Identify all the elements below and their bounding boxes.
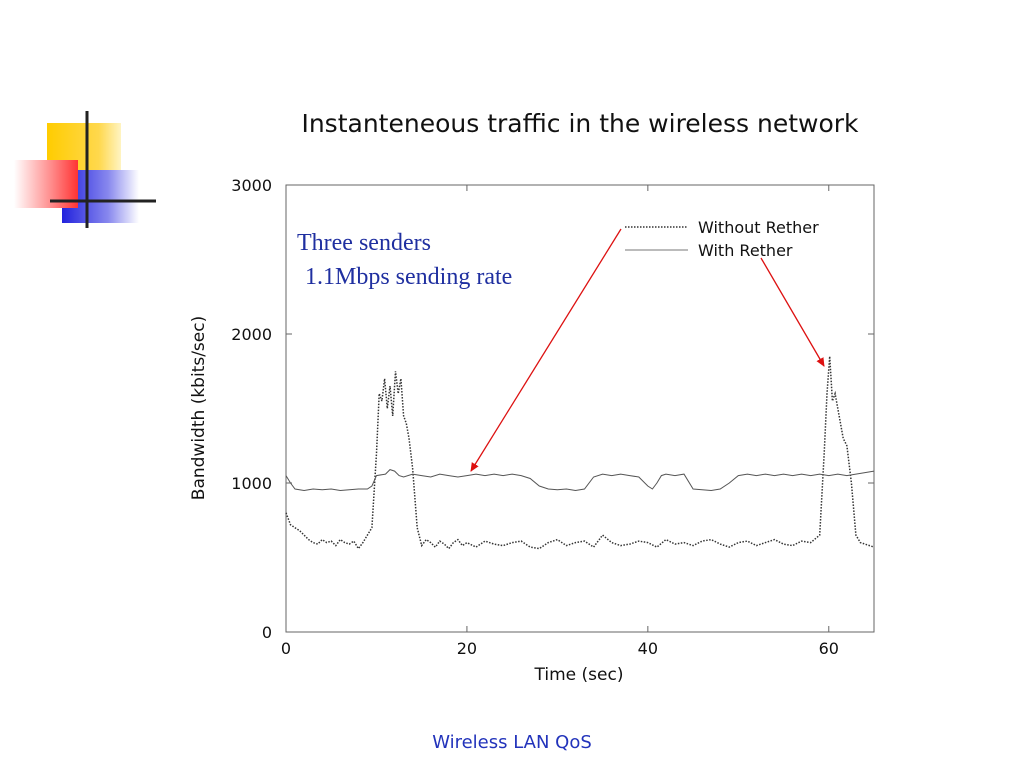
legend-label-with-rether: With Rether — [698, 241, 793, 260]
x-tick-label: 40 — [638, 639, 658, 658]
annotation-note: Three senders 1.1Mbps sending rate — [297, 226, 512, 294]
x-tick-label: 60 — [819, 639, 839, 658]
annotation-line-1: Three senders — [297, 230, 431, 256]
y-axis-label: Bandwidth (kbits/sec) — [189, 316, 209, 500]
plot-frame — [285, 184, 875, 633]
series-line-with-rether — [285, 469, 875, 492]
series-line-without-rether — [285, 356, 875, 550]
y-tick-label: 2000 — [231, 325, 272, 344]
annotation-arrow-with-rether — [760, 257, 825, 367]
x-tick-label: 20 — [457, 639, 477, 658]
legend: Without Rether With Rether — [625, 218, 819, 260]
x-tick-label: 0 — [281, 639, 291, 658]
decorative-squares-logo — [14, 111, 156, 228]
annotation-arrow-without-rether — [470, 228, 622, 472]
legend-label-without-rether: Without Rether — [698, 218, 819, 237]
x-axis-label: Time (sec) — [534, 665, 624, 685]
y-tick-label: 3000 — [231, 176, 272, 195]
slide-footer: Wireless LAN QoS — [432, 732, 592, 753]
chart-title: Instanteneous traffic in the wireless ne… — [301, 109, 859, 138]
y-tick-label: 1000 — [231, 474, 272, 493]
y-tick-label: 0 — [262, 623, 272, 642]
annotation-line-2: 1.1Mbps sending rate — [305, 264, 513, 290]
